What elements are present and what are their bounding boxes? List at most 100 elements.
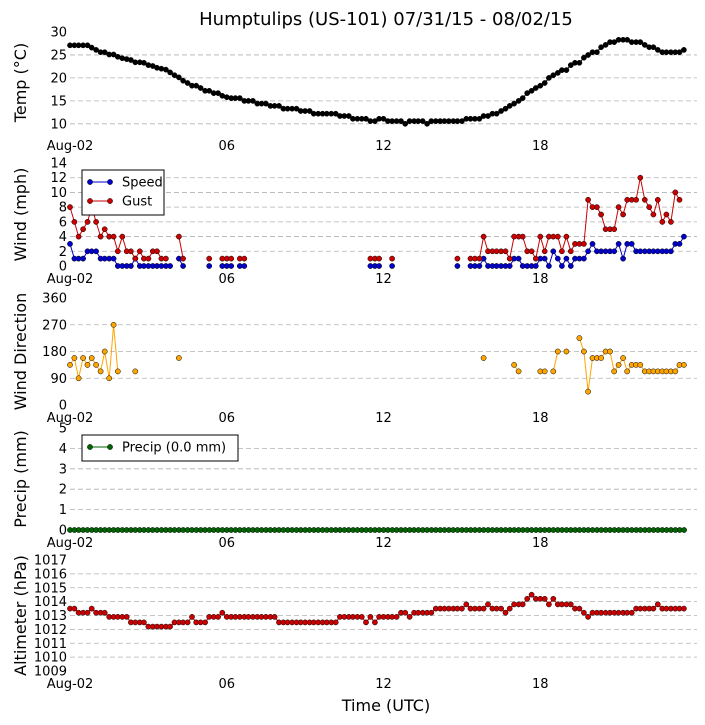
data-point — [585, 248, 591, 255]
data-point — [97, 368, 104, 375]
legend-box — [81, 434, 239, 462]
y-tick-label: 0 — [59, 524, 67, 539]
data-point — [110, 255, 117, 262]
data-point — [406, 614, 413, 620]
y-tick-label: 12 — [50, 171, 67, 186]
y-tick-label: 20 — [50, 71, 67, 86]
data-point — [176, 355, 182, 361]
y-tick-label: 1 — [59, 503, 67, 518]
data-point — [676, 196, 683, 203]
x-tick-label: 18 — [532, 536, 549, 551]
data-point — [585, 52, 591, 58]
data-point — [167, 69, 173, 76]
data-point — [563, 255, 570, 262]
data-point — [206, 263, 213, 269]
x-tick-label: 06 — [218, 677, 235, 692]
y-tick-label: 90 — [50, 372, 67, 387]
data-point — [550, 72, 557, 79]
data-point — [620, 355, 626, 361]
data-point — [101, 49, 108, 56]
data-point — [563, 348, 570, 355]
data-point — [598, 211, 604, 218]
data-point — [554, 348, 561, 355]
y-tick-label: 1011 — [34, 637, 67, 652]
data-point — [650, 211, 657, 218]
data-point — [128, 263, 134, 269]
data-point — [567, 248, 574, 255]
y-tick-label: 0 — [59, 399, 67, 414]
panel-0: 10 15 20 25 30 Aug-02 06 12 18 Temp (°C) — [11, 26, 697, 154]
y-tick-label: 360 — [42, 292, 67, 307]
data-point — [80, 226, 86, 233]
data-point — [519, 233, 526, 240]
data-point — [611, 226, 618, 233]
data-point — [93, 219, 99, 225]
data-point — [554, 233, 561, 240]
data-point — [402, 609, 409, 616]
data-point — [393, 614, 400, 620]
data-point — [110, 321, 117, 328]
data-point — [228, 263, 235, 269]
legend-marker — [87, 179, 93, 185]
data-point — [585, 196, 591, 203]
data-point — [532, 263, 539, 269]
data-point — [581, 255, 587, 262]
series-line — [69, 324, 119, 379]
data-point — [197, 85, 204, 91]
data-point — [193, 82, 200, 89]
data-point — [358, 614, 365, 620]
data-point — [84, 219, 91, 225]
data-point — [114, 368, 121, 375]
data-point — [380, 115, 387, 122]
y-tick-label: 3 — [59, 462, 67, 477]
data-point — [132, 255, 139, 262]
y-axis-label: Precip (mm) — [11, 430, 30, 528]
data-point — [398, 118, 404, 124]
data-point — [306, 108, 313, 114]
data-point — [110, 233, 117, 240]
x-tick-label: 06 — [218, 272, 235, 287]
data-point — [376, 255, 382, 262]
y-tick-label: 10 — [50, 117, 67, 132]
data-point — [506, 263, 513, 269]
data-point — [598, 44, 604, 51]
y-tick-label: 1010 — [34, 651, 67, 666]
x-tick-label: 12 — [375, 536, 392, 551]
data-point — [263, 100, 269, 107]
data-point — [611, 39, 618, 45]
y-tick-label: 30 — [50, 26, 67, 41]
x-tick-label: 18 — [532, 272, 549, 287]
y-tick-label: 2 — [59, 245, 67, 260]
data-point — [71, 355, 78, 361]
data-point — [672, 368, 679, 375]
data-point — [607, 348, 613, 355]
data-point — [641, 196, 648, 203]
data-point — [502, 248, 509, 255]
data-point — [498, 605, 504, 612]
data-point — [541, 248, 548, 255]
data-point — [646, 204, 653, 210]
data-point — [576, 605, 583, 612]
data-point — [180, 77, 186, 84]
data-point — [145, 255, 152, 262]
legend-marker — [87, 198, 93, 204]
y-tick-label: 180 — [42, 345, 67, 360]
data-point — [141, 619, 147, 626]
x-tick-label: 06 — [218, 536, 235, 551]
data-point — [663, 211, 670, 218]
data-point — [463, 601, 470, 608]
data-point — [554, 70, 561, 76]
data-point — [620, 211, 626, 218]
data-point — [101, 609, 108, 616]
data-point — [176, 74, 182, 81]
data-point — [581, 348, 587, 355]
data-point — [559, 263, 565, 269]
data-point — [654, 47, 661, 53]
data-point — [589, 241, 596, 247]
data-point — [236, 95, 243, 101]
data-point — [363, 115, 369, 122]
data-point — [271, 614, 278, 620]
data-point — [528, 248, 535, 255]
data-point — [524, 595, 531, 602]
